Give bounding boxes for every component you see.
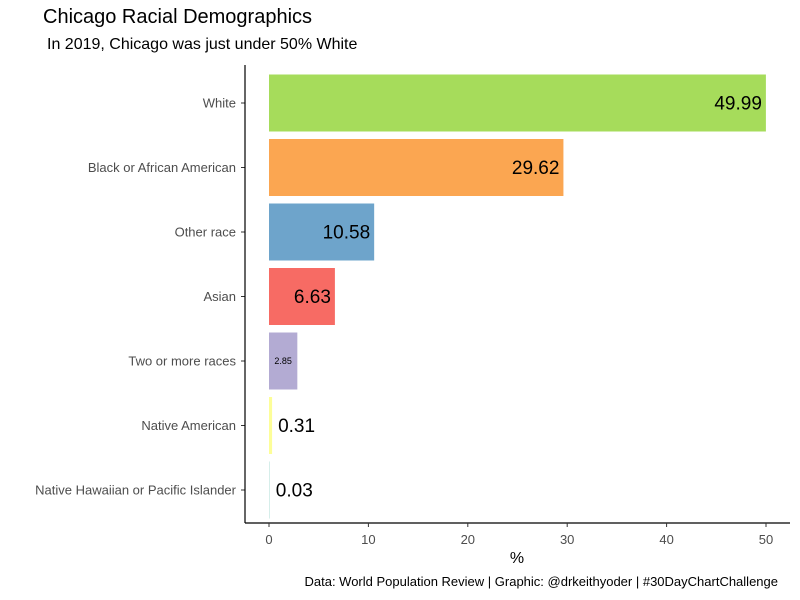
bar-2 xyxy=(269,203,375,261)
bar-4 xyxy=(269,332,298,390)
bar-0 xyxy=(269,74,766,132)
x-tick-label-1: 10 xyxy=(361,532,375,547)
chart-caption: Data: World Population Review | Graphic:… xyxy=(304,574,778,589)
x-tick-label-2: 20 xyxy=(461,532,475,547)
category-label-6: Native Hawaiian or Pacific Islander xyxy=(35,483,237,498)
value-label-5: 0.31 xyxy=(278,416,315,437)
value-label-1: 29.62 xyxy=(512,158,560,179)
bar-6 xyxy=(269,461,270,519)
value-label-2: 10.58 xyxy=(323,223,371,244)
category-label-2: Other race xyxy=(175,225,236,240)
value-label-0: 49.99 xyxy=(714,94,762,115)
x-tick-label-3: 30 xyxy=(560,532,574,547)
category-label-5: Native American xyxy=(141,418,236,433)
value-label-6: 0.03 xyxy=(276,481,313,502)
chart-title: Chicago Racial Demographics xyxy=(43,6,313,28)
value-label-4: 2.85 xyxy=(274,356,292,366)
x-axis-label: % xyxy=(510,550,524,567)
bar-3 xyxy=(269,268,335,325)
category-label-3: Asian xyxy=(203,289,236,304)
category-label-1: Black or African American xyxy=(88,160,236,175)
chart-subtitle: In 2019, Chicago was just under 50% Whit… xyxy=(47,36,358,53)
category-label-0: White xyxy=(203,96,236,111)
x-tick-label-0: 0 xyxy=(265,532,272,547)
category-label-4: Two or more races xyxy=(128,354,236,369)
x-tick-label-4: 40 xyxy=(659,532,673,547)
bar-5 xyxy=(269,397,273,454)
x-tick-label-5: 50 xyxy=(759,532,773,547)
value-label-3: 6.63 xyxy=(294,287,331,308)
bar-1 xyxy=(269,139,564,196)
